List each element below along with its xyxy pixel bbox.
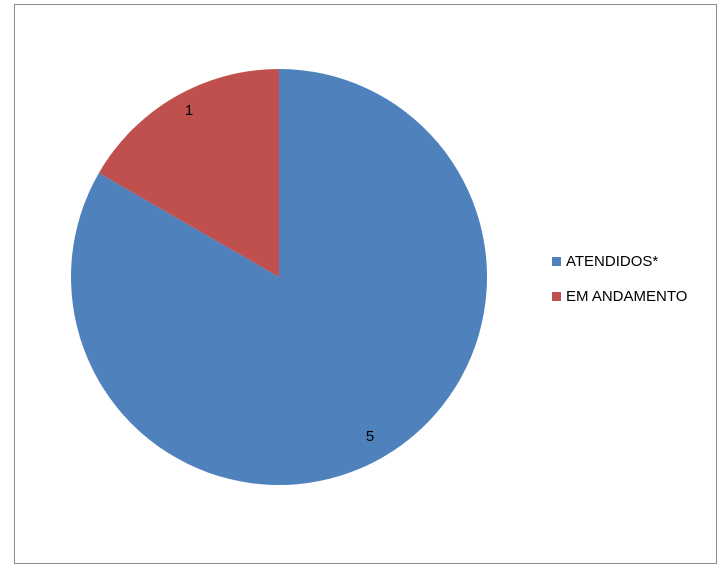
pie-slice-em-andamento xyxy=(98,69,279,277)
pie-slice-atendidos xyxy=(70,69,487,486)
legend-label-em-andamento: EM ANDAMENTO xyxy=(566,287,688,305)
pie-chart: 51 xyxy=(70,69,487,486)
legend-swatch-em-andamento xyxy=(552,291,561,301)
legend-swatch-atendidos xyxy=(552,256,561,266)
legend-label-atendidos: ATENDIDOS* xyxy=(566,252,659,270)
data-label-em-andamento: 1 xyxy=(185,102,193,119)
legend: ATENDIDOS* EM ANDAMENTO xyxy=(552,251,687,321)
data-label-atendidos: 5 xyxy=(366,428,374,445)
legend-item-atendidos: ATENDIDOS* xyxy=(552,251,687,271)
legend-item-em-andamento: EM ANDAMENTO xyxy=(552,286,687,306)
